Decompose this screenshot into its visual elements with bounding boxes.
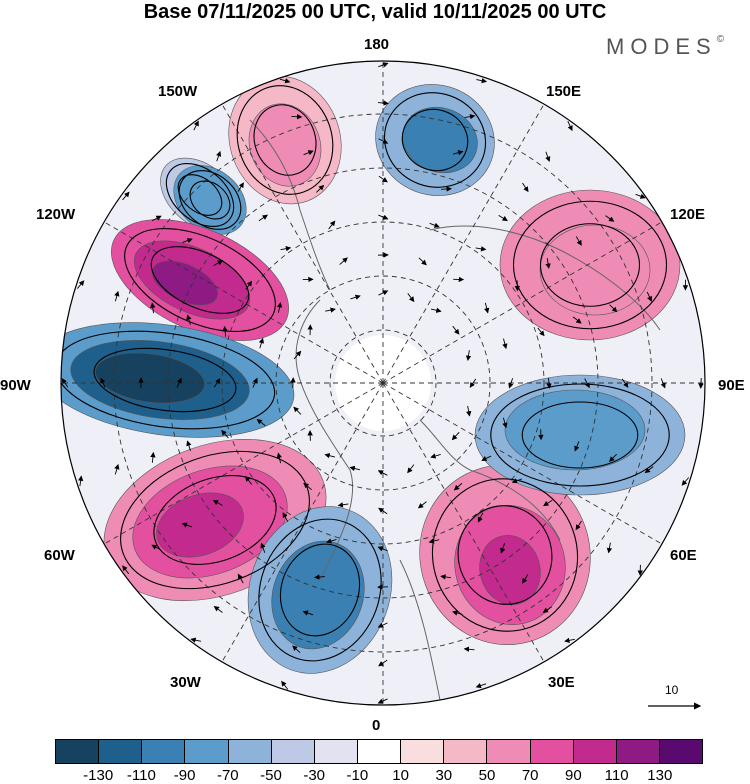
label-150W: 150W [158, 83, 197, 101]
reference-vector-label: 10 [665, 683, 678, 697]
colorbar-tick-label: -50 [249, 767, 293, 784]
colorbar-swatch [487, 740, 530, 763]
colorbar-swatch [99, 740, 142, 763]
colorbar-tick-label: -130 [76, 767, 120, 784]
label-120E: 120E [670, 206, 705, 224]
label-180: 180 [364, 36, 389, 54]
colorbar-swatch [185, 740, 228, 763]
colorbar-tick-label: 110 [595, 767, 639, 784]
colorbar-swatch [444, 740, 487, 763]
colorbar-swatch [56, 740, 99, 763]
colorbar-swatch [574, 740, 617, 763]
label-90W: 90W [0, 377, 31, 395]
label-120W: 120W [36, 206, 75, 224]
colorbar-swatch [660, 740, 702, 763]
colorbar-tick-label: -70 [206, 767, 250, 784]
colorbar-swatch [229, 740, 272, 763]
colorbar-tick-label: 90 [551, 767, 595, 784]
label-30W: 30W [170, 674, 201, 692]
wind-arrow [291, 116, 301, 117]
colorbar-tick-label: -110 [119, 767, 163, 784]
colorbar-tick-label: 130 [638, 767, 682, 784]
colorbar-tick-label: 30 [422, 767, 466, 784]
colorbar-tick-label: 50 [465, 767, 509, 784]
colorbar-swatch [531, 740, 574, 763]
label-60W: 60W [44, 547, 75, 565]
label-90E: 90E [718, 377, 745, 395]
label-30E: 30E [548, 674, 575, 692]
colorbar-swatch [401, 740, 444, 763]
label-60E: 60E [670, 547, 697, 565]
wind-arrow [441, 189, 451, 190]
colorbar-tick-label: -10 [335, 767, 379, 784]
label-0: 0 [372, 717, 380, 735]
label-150E: 150E [546, 83, 581, 101]
colorbar-swatch [142, 740, 185, 763]
colorbar-swatch [272, 740, 315, 763]
colorbar-tick-label: -90 [163, 767, 207, 784]
colorbar [55, 739, 703, 764]
colorbar-swatch [315, 740, 358, 763]
colorbar-tick-label: -30 [292, 767, 336, 784]
colorbar-swatch [358, 740, 401, 763]
colorbar-tick-label: 10 [379, 767, 423, 784]
colorbar-tick-label: 70 [508, 767, 552, 784]
colorbar-swatch [617, 740, 660, 763]
